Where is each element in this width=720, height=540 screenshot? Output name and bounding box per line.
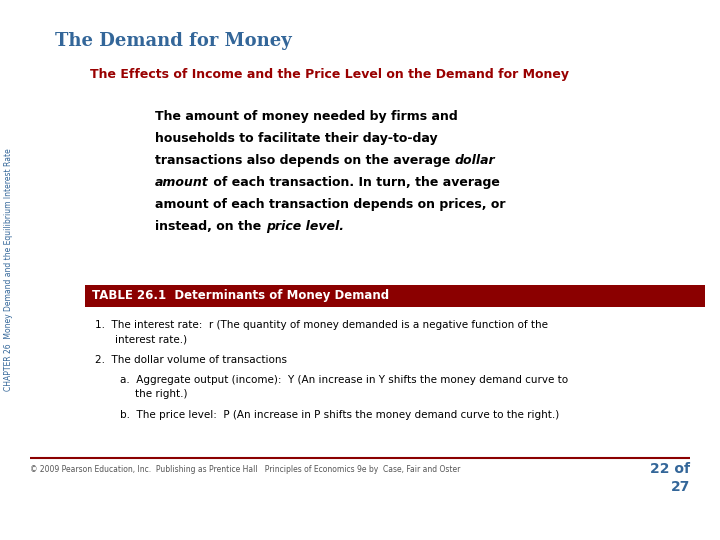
Text: The Effects of Income and the Price Level on the Demand for Money: The Effects of Income and the Price Leve… <box>90 68 569 81</box>
Text: 27: 27 <box>670 480 690 494</box>
Text: the right.): the right.) <box>135 389 187 399</box>
Text: interest rate.): interest rate.) <box>115 334 187 344</box>
Text: 2.  The dollar volume of transactions: 2. The dollar volume of transactions <box>95 355 287 365</box>
Text: 1.  The interest rate:  r (The quantity of money demanded is a negative function: 1. The interest rate: r (The quantity of… <box>95 320 548 330</box>
Text: price level.: price level. <box>266 220 343 233</box>
Bar <box>85 285 705 307</box>
Text: The amount of money needed by firms and: The amount of money needed by firms and <box>155 110 458 123</box>
Text: 22 of: 22 of <box>650 462 690 476</box>
Text: households to facilitate their day-to-day: households to facilitate their day-to-da… <box>155 132 438 145</box>
Text: of each transaction. In turn, the average: of each transaction. In turn, the averag… <box>209 176 500 189</box>
Text: The Demand for Money: The Demand for Money <box>55 32 292 50</box>
Text: amount of each transaction depends on prices, or: amount of each transaction depends on pr… <box>155 198 505 211</box>
Text: instead, on the: instead, on the <box>155 220 266 233</box>
Text: amount: amount <box>155 176 209 189</box>
Text: a.  Aggregate output (income):  Y (An increase in Y shifts the money demand curv: a. Aggregate output (income): Y (An incr… <box>120 375 568 385</box>
Text: b.  The price level:  P (An increase in P shifts the money demand curve to the r: b. The price level: P (An increase in P … <box>120 410 559 420</box>
Text: dollar: dollar <box>455 154 495 167</box>
Text: TABLE 26.1  Determinants of Money Demand: TABLE 26.1 Determinants of Money Demand <box>92 289 389 302</box>
Text: © 2009 Pearson Education, Inc.  Publishing as Prentice Hall   Principles of Econ: © 2009 Pearson Education, Inc. Publishin… <box>30 465 460 474</box>
Text: CHAPTER 26  Money Demand and the Equilibrium Interest Rate: CHAPTER 26 Money Demand and the Equilibr… <box>4 148 13 392</box>
Text: transactions also depends on the average: transactions also depends on the average <box>155 154 455 167</box>
